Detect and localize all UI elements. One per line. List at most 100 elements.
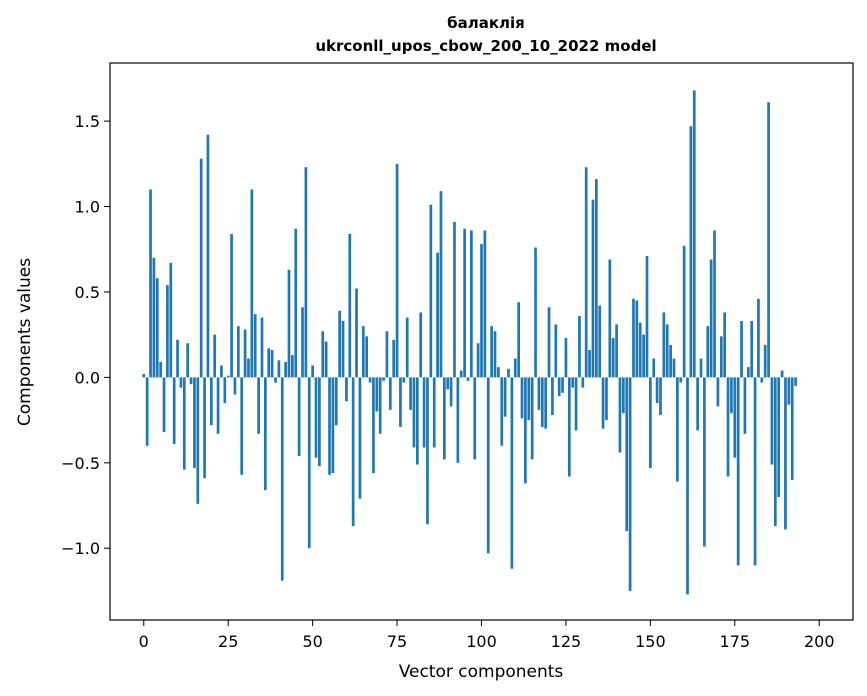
bar-84 [426,377,429,525]
bar-88 [439,191,443,378]
bar-15 [193,377,196,468]
bar-122 [554,324,558,378]
chart-subtitle: ukrconll_upos_cbow_200_10_2022 model [315,37,656,55]
bar-18 [203,377,206,479]
y-axis-ticks: −1.0 −0.5 0.0 0.5 1.0 1.5 [61,112,110,558]
bar-89 [443,377,446,460]
bar-189 [780,370,784,378]
bar-149 [645,256,649,378]
bar-163 [692,90,696,378]
bar-41 [280,377,284,581]
bar-144 [628,377,632,591]
bar-119 [544,377,548,429]
bar-151 [652,358,656,378]
bar-11 [179,377,183,388]
bar-21 [213,334,217,378]
x-tick-label: 50 [302,632,322,651]
bar-95 [463,228,466,378]
bar-65 [361,326,365,378]
bar-120 [547,307,551,378]
x-tick-label: 125 [551,632,582,651]
bar-61 [348,233,352,378]
bar-139 [611,338,615,378]
bar-100 [480,244,483,378]
bar-63 [355,288,358,378]
bar-175 [733,377,737,458]
bar-67 [368,377,372,383]
bar-53 [321,331,325,378]
bar-70 [378,377,382,434]
y-axis-label: Components values [15,258,35,426]
bar-128 [574,377,578,431]
bar-141 [618,377,622,453]
bar-140 [615,324,618,378]
bar-136 [601,377,605,429]
bar-32 [250,189,254,378]
bar-81 [415,377,419,465]
bar-58 [338,310,341,378]
bar-5 [159,362,163,378]
bar-27 [233,377,237,395]
bar-158 [676,377,679,482]
bar-114 [527,377,531,421]
bar-1 [145,377,149,446]
bar-46 [297,377,301,456]
bar-75 [395,163,399,378]
bar-184 [763,344,767,378]
y-tick-label: 1.5 [75,112,100,131]
bar-69 [375,377,379,412]
bar-106 [500,377,504,446]
bar-121 [551,377,554,415]
bar-62 [351,377,355,527]
bar-47 [301,307,304,378]
bar-126 [567,377,571,477]
bar-135 [598,305,602,378]
bar-99 [476,343,480,378]
bar-133 [591,199,595,378]
bar-44 [291,355,294,378]
bar-90 [446,377,450,390]
bar-36 [264,377,267,491]
bar-30 [243,329,247,378]
bar-22 [216,377,220,434]
bar-74 [392,339,396,378]
bar-118 [540,377,544,427]
bar-87 [436,252,439,378]
bar-71 [382,377,385,381]
bar-14 [189,377,193,385]
bar-173 [726,377,730,477]
x-tick-label: 25 [218,632,238,651]
bar-97 [470,230,473,378]
bar-116 [534,247,537,378]
bar-160 [682,245,686,378]
bar-123 [557,377,561,397]
bars [142,90,797,595]
bar-108 [507,368,510,378]
bar-103 [490,326,493,378]
bar-85 [429,204,433,378]
x-tick-label: 200 [804,632,835,651]
bar-12 [182,377,186,470]
bar-96 [466,377,470,381]
bar-91 [449,377,453,407]
bar-77 [402,377,406,383]
bar-145 [632,298,635,378]
bar-40 [277,360,281,378]
bar-166 [703,377,706,547]
bar-49 [307,377,311,549]
bar-157 [672,358,676,378]
bar-115 [530,377,534,460]
bar-51 [314,377,318,458]
bar-24 [223,377,227,404]
x-axis-ticks: 0 25 50 75 100 125 150 175 200 [139,620,835,651]
bar-3 [152,257,156,378]
bar-73 [388,377,392,410]
bar-20 [209,377,213,426]
bar-76 [399,377,402,427]
bar-142 [621,377,625,414]
bar-113 [524,377,527,484]
bar-186 [770,377,774,465]
bar-105 [497,367,500,378]
bar-52 [318,377,321,467]
y-tick-label: −1.0 [61,539,100,558]
